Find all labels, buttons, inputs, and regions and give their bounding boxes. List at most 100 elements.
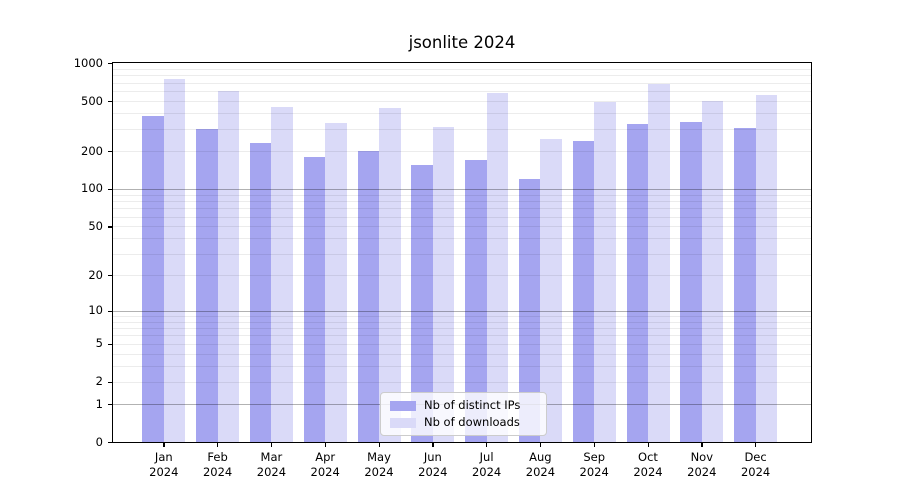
y-tick-5 <box>108 343 112 345</box>
x-tick-label-jul: Jul 2024 <box>459 450 515 480</box>
y-tick-label-10: 10 <box>88 303 103 317</box>
x-tick-label-year: 2024 <box>202 465 233 479</box>
x-tick-label-month: Sep <box>583 450 606 464</box>
x-tick-aug <box>539 443 542 447</box>
x-tick-label-feb: Feb 2024 <box>190 450 246 480</box>
x-tick-mar <box>270 443 273 447</box>
bar-oct-nb-of-distinct-ips <box>626 123 648 442</box>
bar-jan-nb-of-downloads <box>163 78 186 442</box>
x-tick-label-aug: Aug 2024 <box>512 450 568 480</box>
x-tick-label-month: Oct <box>638 450 658 464</box>
y-tick-label-100: 100 <box>81 181 103 196</box>
gridline-minor-700 <box>113 82 811 84</box>
y-tick-10 <box>108 310 112 312</box>
y-tick-0 <box>108 442 112 444</box>
x-tick-label-month: Nov <box>690 450 714 464</box>
bar-sep-nb-of-distinct-ips <box>572 141 595 442</box>
x-tick-label-year: 2024 <box>579 465 609 479</box>
x-tick-label-year: 2024 <box>633 465 663 479</box>
bar-jul-nb-of-downloads <box>486 92 509 442</box>
x-tick-label-year: 2024 <box>256 465 287 479</box>
gridline-minor-900 <box>113 68 811 70</box>
x-tick-label-year: 2024 <box>525 465 556 479</box>
legend-swatch-nb-of-distinct-ips <box>390 400 416 411</box>
bar-oct-nb-of-downloads <box>648 83 670 442</box>
x-tick-label-dec: Dec 2024 <box>728 450 784 480</box>
y-tick-20 <box>108 275 112 277</box>
x-tick-label-month: Jul <box>479 450 494 464</box>
y-tick-200 <box>108 151 112 153</box>
bar-jan-nb-of-distinct-ips <box>142 116 164 442</box>
x-tick-label-mar: Mar 2024 <box>243 450 299 480</box>
y-tick-50 <box>108 226 112 228</box>
x-tick-label-month: Jun <box>423 450 442 464</box>
y-tick-1000 <box>108 63 112 65</box>
y-tick-label-2: 2 <box>95 374 103 389</box>
bar-nov-nb-of-downloads <box>701 100 724 442</box>
y-tick-label-0: 0 <box>95 434 103 449</box>
x-tick-sep <box>593 443 595 447</box>
bar-aug-nb-of-downloads <box>540 138 562 442</box>
x-tick-label-nov: Nov 2024 <box>674 450 730 480</box>
y-tick-label-500: 500 <box>81 93 103 108</box>
x-tick-label-year: 2024 <box>687 465 717 479</box>
legend-label-nb-of-downloads: Nb of downloads <box>424 415 520 429</box>
y-tick-label-1000: 1000 <box>73 55 103 70</box>
x-tick-label-year: 2024 <box>364 465 394 479</box>
bar-aug-nb-of-distinct-ips <box>518 178 541 442</box>
x-tick-label-month: Aug <box>529 450 552 464</box>
y-tick-100 <box>108 188 112 191</box>
gridline-minor-800 <box>113 75 811 77</box>
bar-mar-nb-of-downloads <box>271 107 293 442</box>
bar-apr-nb-of-downloads <box>325 122 347 442</box>
x-tick-label-oct: Oct 2024 <box>620 450 676 480</box>
y-tick-label-50: 50 <box>88 218 103 233</box>
x-tick-label-year: 2024 <box>149 465 179 479</box>
x-tick-label-jun: Jun 2024 <box>405 450 461 480</box>
x-tick-label-year: 2024 <box>740 465 771 479</box>
y-tick-2 <box>108 381 112 383</box>
x-tick-dec <box>755 443 757 447</box>
y-tick-label-5: 5 <box>95 336 103 351</box>
x-tick-label-month: Apr <box>315 450 336 464</box>
bar-may-nb-of-downloads <box>379 107 401 442</box>
x-tick-label-month: Mar <box>260 450 283 464</box>
plot-area: 0 1 2 5 10 20 50 100 200 500 1000 Jan 2024 Feb 2024 Mar… <box>74 56 812 479</box>
x-tick-label-year: 2024 <box>310 465 340 479</box>
x-tick-jun <box>432 443 434 447</box>
y-tick-500 <box>108 101 112 103</box>
bar-feb-nb-of-downloads <box>217 91 240 442</box>
bar-apr-nb-of-distinct-ips <box>303 156 326 442</box>
bar-feb-nb-of-distinct-ips <box>196 128 218 442</box>
bar-may-nb-of-distinct-ips <box>357 151 379 442</box>
y-tick-1 <box>108 404 112 406</box>
x-tick-jan <box>163 443 165 447</box>
y-tick-label-200: 200 <box>81 143 103 158</box>
x-tick-apr <box>324 443 326 447</box>
bar-nov-nb-of-distinct-ips <box>680 122 702 442</box>
x-tick-label-apr: Apr 2024 <box>297 450 353 480</box>
x-tick-jul <box>486 443 488 447</box>
x-tick-oct <box>647 443 649 447</box>
bar-jul-nb-of-distinct-ips <box>465 159 487 442</box>
x-tick-label-month: Dec <box>744 450 767 464</box>
legend-item-nb-of-downloads: Nb of downloads <box>390 416 537 429</box>
x-tick-label-jan: Jan 2024 <box>136 450 192 480</box>
legend-label-nb-of-distinct-ips: Nb of distinct IPs <box>424 398 521 412</box>
bar-dec-nb-of-distinct-ips <box>734 128 756 442</box>
legend-item-nb-of-distinct-ips: Nb of distinct IPs <box>390 399 537 412</box>
bar-sep-nb-of-downloads <box>594 101 616 442</box>
legend-swatch-nb-of-downloads <box>390 417 416 428</box>
bar-jun-nb-of-downloads <box>432 127 455 442</box>
x-tick-nov <box>701 443 703 447</box>
legend: Nb of distinct IPs Nb of downloads <box>380 392 547 436</box>
x-tick-label-sep: Sep 2024 <box>566 450 622 480</box>
x-tick-label-month: May <box>367 450 391 464</box>
x-tick-label-month: Feb <box>207 450 228 464</box>
x-tick-may <box>378 443 380 447</box>
bar-mar-nb-of-distinct-ips <box>249 143 272 442</box>
x-tick-label-month: Jan <box>154 450 173 464</box>
x-tick-feb <box>217 443 219 447</box>
y-tick-label-1: 1 <box>95 396 103 411</box>
